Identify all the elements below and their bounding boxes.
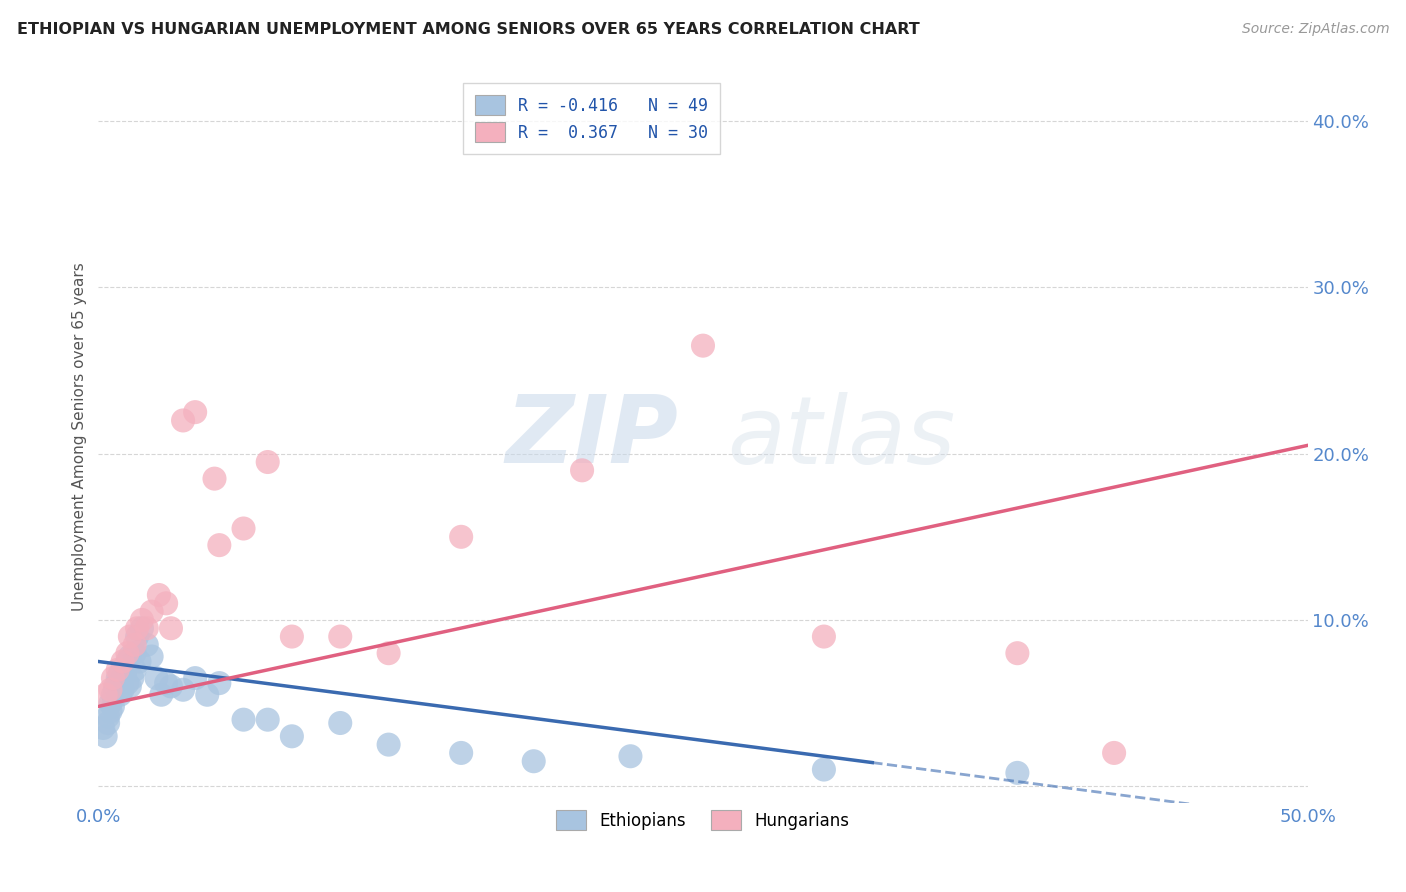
Point — [571, 463, 593, 477]
Point — [135, 621, 157, 635]
Point — [256, 455, 278, 469]
Point — [377, 646, 399, 660]
Point — [813, 763, 835, 777]
Point — [1102, 746, 1125, 760]
Point — [117, 646, 139, 660]
Point — [141, 605, 163, 619]
Point — [160, 621, 183, 635]
Point — [111, 671, 134, 685]
Point — [104, 682, 127, 697]
Point — [619, 749, 641, 764]
Point — [450, 530, 472, 544]
Point — [114, 666, 136, 681]
Point — [184, 405, 207, 419]
Point — [232, 713, 254, 727]
Point — [127, 621, 149, 635]
Point — [131, 613, 153, 627]
Point — [148, 588, 170, 602]
Point — [256, 713, 278, 727]
Y-axis label: Unemployment Among Seniors over 65 years: Unemployment Among Seniors over 65 years — [72, 263, 87, 611]
Point — [101, 699, 124, 714]
Point — [111, 663, 134, 677]
Point — [204, 472, 226, 486]
Point — [114, 659, 136, 673]
Point — [118, 630, 141, 644]
Point — [127, 630, 149, 644]
Point — [195, 688, 218, 702]
Point — [118, 649, 141, 664]
Point — [1007, 646, 1029, 660]
Point — [141, 649, 163, 664]
Point — [124, 638, 146, 652]
Text: ZIP: ZIP — [506, 391, 679, 483]
Point — [97, 709, 120, 723]
Point — [329, 716, 352, 731]
Point — [377, 738, 399, 752]
Point — [104, 680, 127, 694]
Point — [184, 671, 207, 685]
Point — [124, 646, 146, 660]
Point — [1007, 765, 1029, 780]
Text: ETHIOPIAN VS HUNGARIAN UNEMPLOYMENT AMONG SENIORS OVER 65 YEARS CORRELATION CHAR: ETHIOPIAN VS HUNGARIAN UNEMPLOYMENT AMON… — [17, 22, 920, 37]
Point — [135, 638, 157, 652]
Point — [94, 729, 117, 743]
Point — [208, 676, 231, 690]
Point — [101, 671, 124, 685]
Point — [813, 630, 835, 644]
Point — [523, 754, 546, 768]
Point — [692, 338, 714, 352]
Point — [118, 680, 141, 694]
Point — [131, 621, 153, 635]
Point — [100, 696, 122, 710]
Point — [281, 630, 304, 644]
Point — [329, 630, 352, 644]
Point — [107, 671, 129, 685]
Point — [155, 676, 177, 690]
Point — [150, 688, 173, 702]
Point — [111, 655, 134, 669]
Point — [111, 682, 134, 697]
Point — [100, 682, 122, 697]
Point — [101, 688, 124, 702]
Point — [107, 676, 129, 690]
Point — [108, 666, 131, 681]
Point — [107, 663, 129, 677]
Point — [145, 671, 167, 685]
Point — [281, 729, 304, 743]
Text: Source: ZipAtlas.com: Source: ZipAtlas.com — [1241, 22, 1389, 37]
Point — [128, 655, 150, 669]
Point — [100, 705, 122, 719]
Point — [155, 596, 177, 610]
Point — [91, 721, 114, 735]
Point — [117, 676, 139, 690]
Point — [208, 538, 231, 552]
Point — [97, 716, 120, 731]
Point — [121, 671, 143, 685]
Point — [117, 655, 139, 669]
Point — [232, 521, 254, 535]
Point — [94, 688, 117, 702]
Point — [172, 413, 194, 427]
Point — [450, 746, 472, 760]
Point — [172, 682, 194, 697]
Point — [108, 688, 131, 702]
Point — [160, 680, 183, 694]
Legend: Ethiopians, Hungarians: Ethiopians, Hungarians — [544, 798, 862, 842]
Text: atlas: atlas — [727, 392, 956, 483]
Point — [124, 663, 146, 677]
